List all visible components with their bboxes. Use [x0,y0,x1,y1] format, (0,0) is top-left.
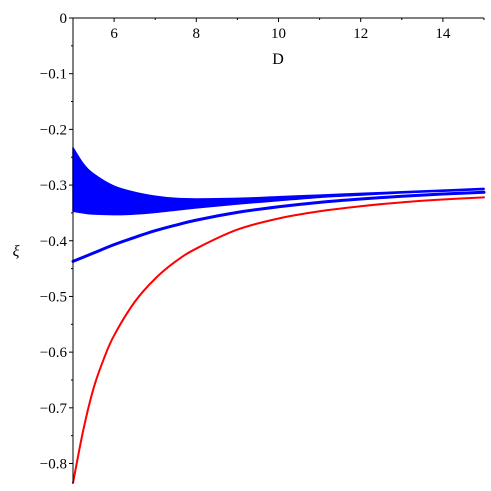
y-tick-label: −0.3 [40,178,67,194]
x-tick-label-8: 8 [193,26,201,42]
y-tick-label: −0.5 [40,289,67,305]
x-tick-label-10: 10 [271,26,286,42]
line-series-1 [71,190,486,263]
band-series-0 [72,147,485,216]
y-tick-label: 0 [60,11,68,27]
y-tick-label: −0.1 [40,67,67,83]
x-tick-label-6: 6 [110,26,118,42]
y-tick-label: −0.7 [40,401,68,417]
x-axis-title: D [272,51,284,68]
y-tick-label: −0.2 [40,122,67,138]
y-axis-title: ξ [13,243,20,260]
y-tick-label: −0.4 [40,234,68,250]
series-layer [71,147,486,484]
y-tick-label: −0.8 [40,457,67,473]
x-tick-label-12: 12 [353,26,368,42]
axes-layer: 6 8 10 12 14 0 −0.1 −0.2 −0.3 −0.4 −0.5 −0.6 −0.7 −0.… [40,11,485,483]
x-tick-label-14: 14 [435,26,451,42]
y-tick-label: −0.6 [40,345,68,361]
line-series-2 [72,196,485,484]
